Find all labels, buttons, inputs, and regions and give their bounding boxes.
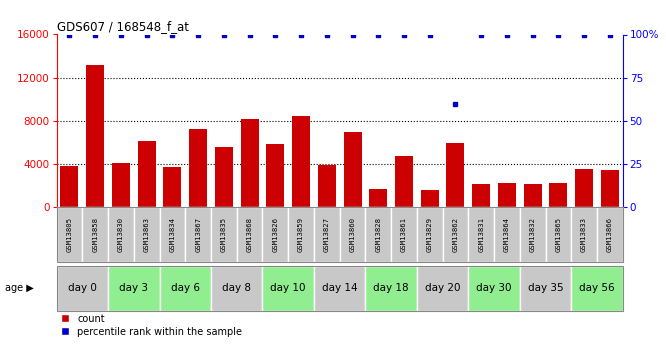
- Bar: [446, 144, 464, 207]
- Bar: [134, 207, 160, 262]
- Bar: [83, 207, 108, 262]
- Bar: [163, 167, 181, 207]
- Bar: [288, 207, 314, 262]
- Text: day 14: day 14: [322, 283, 358, 293]
- Bar: [391, 207, 417, 262]
- Bar: [189, 129, 207, 207]
- Bar: [344, 131, 362, 207]
- Bar: [472, 184, 490, 207]
- Bar: [314, 207, 340, 262]
- Text: GSM13827: GSM13827: [324, 217, 330, 252]
- Text: GSM13867: GSM13867: [195, 217, 201, 252]
- Text: GSM13868: GSM13868: [246, 217, 252, 252]
- Bar: [108, 266, 160, 311]
- Bar: [468, 266, 519, 311]
- Text: GSM13864: GSM13864: [504, 217, 510, 252]
- Bar: [138, 141, 156, 207]
- Text: day 56: day 56: [579, 283, 615, 293]
- Text: GDS607 / 168548_f_at: GDS607 / 168548_f_at: [57, 20, 188, 33]
- Text: age ▶: age ▶: [5, 283, 34, 293]
- Text: day 3: day 3: [119, 283, 149, 293]
- Bar: [314, 266, 366, 311]
- Text: GSM13832: GSM13832: [529, 217, 535, 252]
- Text: GSM13828: GSM13828: [375, 217, 381, 252]
- Bar: [494, 207, 519, 262]
- Bar: [57, 207, 83, 262]
- Bar: [575, 169, 593, 207]
- Text: GSM13834: GSM13834: [169, 217, 175, 252]
- Text: GSM13861: GSM13861: [401, 217, 407, 252]
- Bar: [185, 207, 211, 262]
- Bar: [240, 119, 258, 207]
- Bar: [498, 183, 516, 207]
- Text: day 18: day 18: [374, 283, 409, 293]
- Bar: [211, 266, 262, 311]
- Text: GSM13860: GSM13860: [350, 217, 356, 252]
- Text: day 30: day 30: [476, 283, 511, 293]
- Text: GSM13833: GSM13833: [581, 217, 587, 252]
- Bar: [57, 266, 108, 311]
- Text: GSM13805: GSM13805: [67, 217, 73, 252]
- Bar: [112, 163, 130, 207]
- Legend: count, percentile rank within the sample: count, percentile rank within the sample: [61, 314, 242, 337]
- Bar: [266, 145, 284, 207]
- Text: GSM13835: GSM13835: [221, 217, 227, 252]
- Bar: [523, 184, 541, 207]
- Text: GSM13865: GSM13865: [555, 217, 561, 252]
- Text: GSM13859: GSM13859: [298, 217, 304, 252]
- Bar: [262, 207, 288, 262]
- Bar: [601, 170, 619, 207]
- Bar: [61, 166, 79, 207]
- Bar: [236, 207, 262, 262]
- Text: GSM13830: GSM13830: [118, 217, 124, 252]
- Bar: [211, 207, 236, 262]
- Bar: [443, 207, 468, 262]
- Bar: [86, 65, 104, 207]
- Text: GSM13826: GSM13826: [272, 217, 278, 252]
- Bar: [571, 266, 623, 311]
- Text: day 6: day 6: [170, 283, 200, 293]
- Bar: [519, 266, 571, 311]
- Text: day 10: day 10: [270, 283, 306, 293]
- Bar: [262, 266, 314, 311]
- Bar: [417, 266, 468, 311]
- Text: day 20: day 20: [425, 283, 460, 293]
- Bar: [519, 207, 545, 262]
- Bar: [369, 189, 387, 207]
- Bar: [395, 156, 413, 207]
- Text: day 35: day 35: [527, 283, 563, 293]
- Bar: [108, 207, 134, 262]
- Bar: [160, 266, 211, 311]
- Bar: [417, 207, 443, 262]
- Bar: [421, 190, 439, 207]
- Bar: [215, 147, 233, 207]
- Bar: [545, 207, 571, 262]
- Bar: [571, 207, 597, 262]
- Text: GSM13831: GSM13831: [478, 217, 484, 252]
- Bar: [468, 207, 494, 262]
- Text: GSM13829: GSM13829: [427, 217, 433, 252]
- Text: GSM13866: GSM13866: [607, 217, 613, 252]
- Text: day 0: day 0: [68, 283, 97, 293]
- Bar: [597, 207, 623, 262]
- Text: day 8: day 8: [222, 283, 251, 293]
- Text: GSM13858: GSM13858: [92, 217, 98, 252]
- Bar: [549, 183, 567, 207]
- Bar: [366, 207, 391, 262]
- Bar: [292, 117, 310, 207]
- Text: GSM13862: GSM13862: [452, 217, 458, 252]
- Bar: [366, 266, 417, 311]
- Text: GSM13863: GSM13863: [144, 217, 150, 252]
- Bar: [160, 207, 185, 262]
- Bar: [318, 165, 336, 207]
- Bar: [340, 207, 366, 262]
